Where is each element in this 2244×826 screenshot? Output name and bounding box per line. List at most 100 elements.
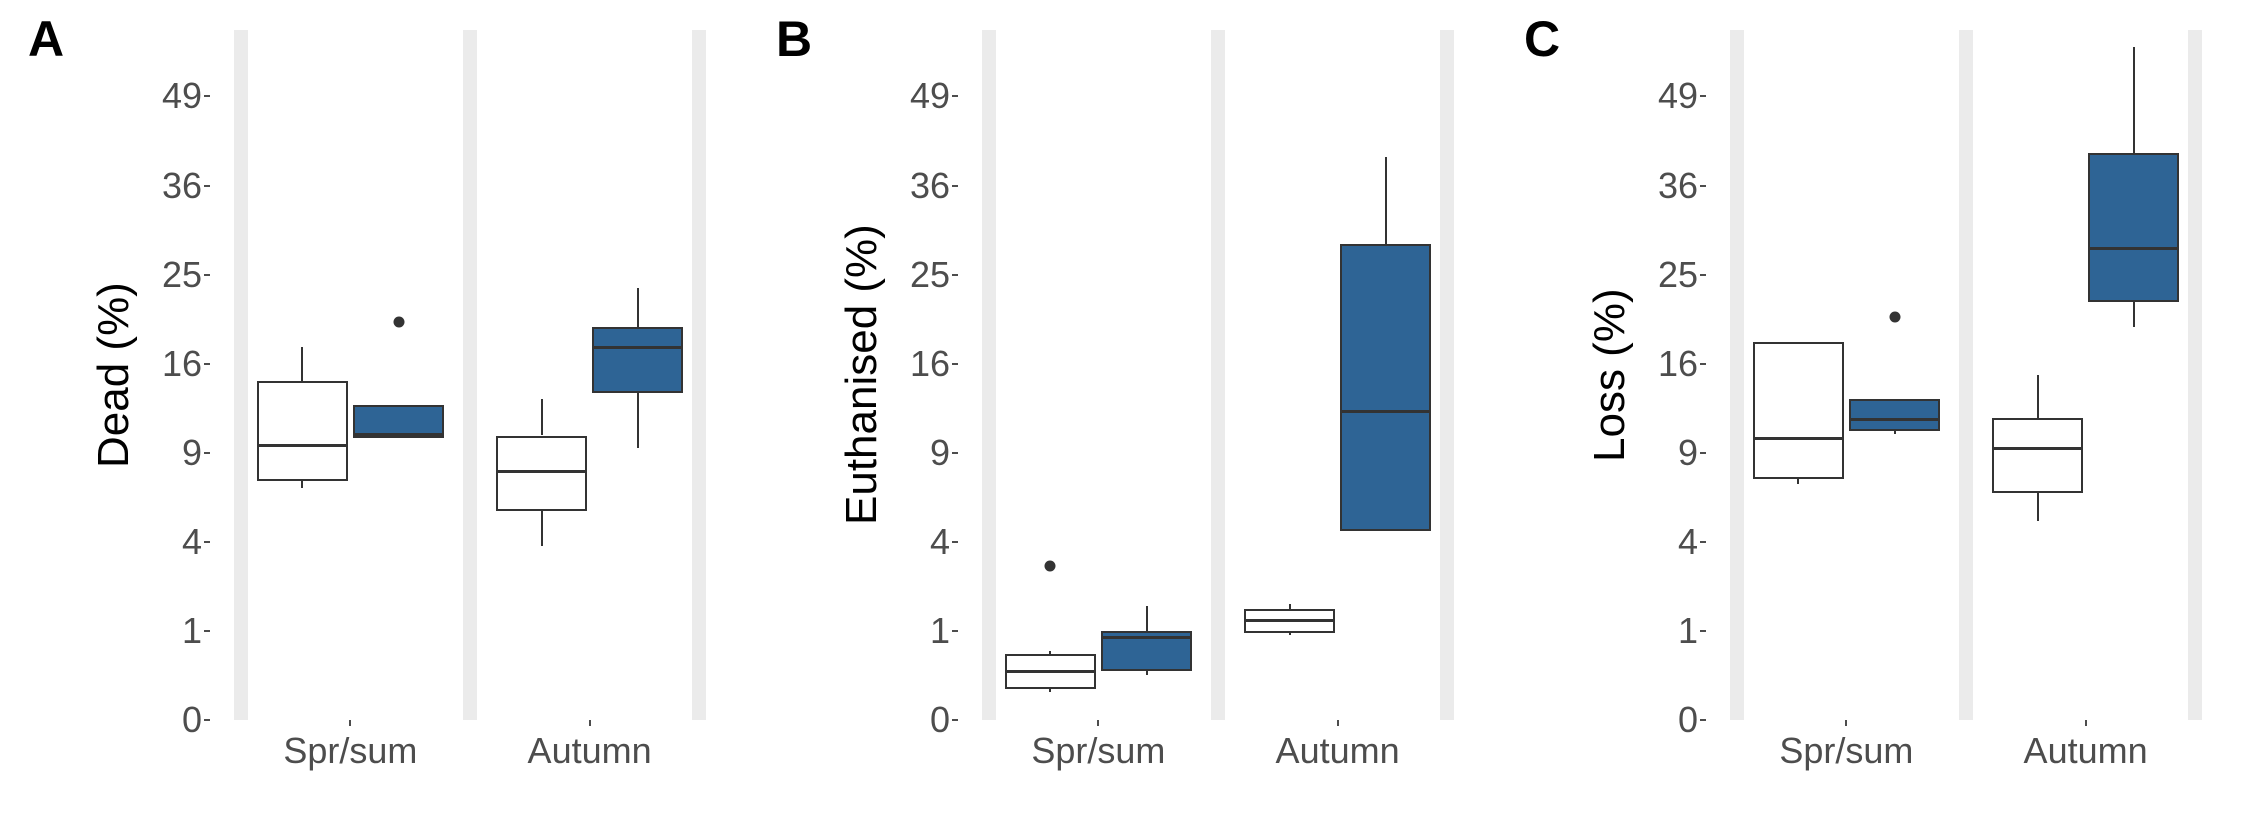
y-axis-title: Loss (%)	[1581, 30, 1636, 720]
y-tick-label: 49	[910, 75, 950, 117]
whisker	[1049, 689, 1051, 692]
grid-vertical	[1959, 30, 1973, 720]
boxplot-median	[1005, 670, 1096, 673]
whisker	[1385, 157, 1387, 245]
panel-label: C	[1524, 10, 1560, 68]
boxplot-box	[1753, 342, 1844, 479]
boxplot-median	[592, 346, 683, 349]
whisker	[301, 481, 303, 488]
plot-area	[1706, 30, 2226, 720]
grid-vertical	[1440, 30, 1454, 720]
boxplot-box	[2088, 153, 2179, 302]
y-tick-label: 1	[182, 610, 202, 652]
plot-area	[210, 30, 730, 720]
y-axis-ticks: 014916253649	[1636, 30, 1706, 720]
whisker	[1894, 431, 1896, 434]
whisker	[637, 393, 639, 449]
boxplot-median	[1992, 447, 2083, 450]
panel-label: A	[28, 10, 64, 68]
y-tick-label: 25	[162, 254, 202, 296]
boxplot-median	[1101, 636, 1192, 639]
boxplot-median	[353, 433, 444, 436]
whisker	[541, 511, 543, 546]
x-axis: Spr/sumAutumn	[210, 720, 730, 780]
y-tick-label: 1	[1678, 610, 1698, 652]
x-tick-mark	[589, 720, 591, 726]
x-tick-mark	[349, 720, 351, 726]
x-tick-label: Autumn	[1276, 730, 1400, 772]
outlier-point	[1889, 311, 1900, 322]
y-tick-label: 25	[1658, 254, 1698, 296]
boxplot-box	[496, 436, 587, 512]
y-tick-label: 36	[162, 165, 202, 207]
x-axis: Spr/sum Autumn	[958, 720, 1478, 780]
whisker	[2133, 47, 2135, 153]
outlier-point	[393, 316, 404, 327]
y-tick-label: 0	[930, 699, 950, 741]
y-tick-label: 36	[910, 165, 950, 207]
y-tick-label: 9	[182, 432, 202, 474]
y-tick-label: 36	[1658, 165, 1698, 207]
y-axis-title: Euthanised (%)	[833, 30, 888, 720]
whisker	[1797, 479, 1799, 484]
y-tick-label: 1	[930, 610, 950, 652]
x-tick-label: Spr/sum	[283, 730, 417, 772]
boxplot-box	[1340, 244, 1431, 531]
whisker	[1146, 671, 1148, 675]
y-tick-label: 9	[1678, 432, 1698, 474]
boxplot-box	[257, 381, 348, 481]
plot-wrap: Dead (%)014916253649Spr/sumAutumn	[85, 30, 730, 780]
outlier-point	[1045, 560, 1056, 571]
whisker	[1146, 606, 1148, 631]
y-axis-title: Dead (%)	[85, 30, 140, 720]
figure: ADead (%)014916253649Spr/sumAutumnBEutha…	[0, 0, 2244, 826]
plot-column: Spr/sum Autumn	[958, 30, 1478, 780]
grid-vertical	[234, 30, 248, 720]
y-axis-ticks: 014916253649	[140, 30, 210, 720]
whisker	[541, 399, 543, 436]
plot-column: Spr/sum Autumn	[1706, 30, 2226, 780]
plot-wrap: Loss (%)014916253649Spr/sumAutumn	[1581, 30, 2226, 780]
boxplot-box	[1849, 399, 1940, 432]
x-tick-mark	[2085, 720, 2087, 726]
whisker	[1289, 633, 1291, 635]
x-axis: Spr/sum Autumn	[1706, 720, 2226, 780]
panel-C: CLoss (%)014916253649Spr/sumAutumn	[1496, 0, 2244, 826]
boxplot-median	[1244, 619, 1335, 622]
grid-vertical	[2188, 30, 2202, 720]
panel-label: B	[776, 10, 812, 68]
y-tick-label: 49	[1658, 75, 1698, 117]
whisker	[2037, 375, 2039, 418]
y-tick-label: 16	[1658, 343, 1698, 385]
y-tick-label: 16	[162, 343, 202, 385]
boxplot-median	[1753, 437, 1844, 440]
y-axis-ticks: 014916253649	[888, 30, 958, 720]
y-tick-label: 4	[182, 521, 202, 563]
x-tick-label: Spr/sum	[1031, 730, 1165, 772]
panel-B: BEuthanised (%)014916253649Spr/sumAutumn	[748, 0, 1496, 826]
plot-column: Spr/sumAutumn	[210, 30, 730, 780]
boxplot-box	[592, 327, 683, 393]
boxplot-median	[2088, 247, 2179, 250]
y-tick-label: 4	[930, 521, 950, 563]
x-tick-mark	[1845, 720, 1847, 726]
whisker	[301, 347, 303, 380]
x-tick-mark	[1337, 720, 1339, 726]
plot-area	[958, 30, 1478, 720]
x-tick-label: Autumn	[2024, 730, 2148, 772]
y-tick-label: 49	[162, 75, 202, 117]
boxplot-median	[496, 470, 587, 473]
x-tick-label: Spr/sum	[1779, 730, 1913, 772]
whisker	[2133, 302, 2135, 326]
grid-vertical	[1730, 30, 1744, 720]
whisker	[637, 288, 639, 326]
y-tick-label: 25	[910, 254, 950, 296]
grid-vertical	[1211, 30, 1225, 720]
y-tick-label: 0	[182, 699, 202, 741]
boxplot-median	[257, 444, 348, 447]
whisker	[2037, 493, 2039, 521]
y-tick-label: 9	[930, 432, 950, 474]
y-tick-label: 0	[1678, 699, 1698, 741]
x-tick-mark	[1097, 720, 1099, 726]
boxplot-box	[1992, 418, 2083, 493]
